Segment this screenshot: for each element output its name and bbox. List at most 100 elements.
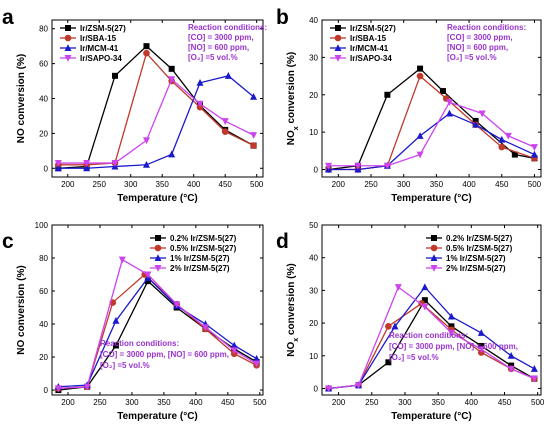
- series-line-2: [58, 273, 257, 390]
- legend-entry: Ir/MCM-41: [80, 44, 119, 53]
- legend-marker: [155, 235, 161, 241]
- y-tick-label: 20: [39, 353, 48, 362]
- y-axis-label: NOx conversion (%): [286, 263, 300, 356]
- x-tick-label: 300: [125, 398, 139, 407]
- x-tick-label: 250: [365, 398, 379, 407]
- legend-entry: Ir/ZSM-5(27): [80, 24, 126, 33]
- x-tick-label: 500: [531, 398, 545, 407]
- data-point: [445, 109, 453, 117]
- data-point: [416, 151, 424, 159]
- data-point: [416, 72, 424, 80]
- y-tick-label: 30: [309, 286, 318, 295]
- legend-marker: [334, 55, 342, 62]
- reaction-conditions-line: [NO] = 600 ppm,: [188, 43, 249, 52]
- legend-entry: Ir/SAPO-34: [350, 54, 392, 63]
- data-point: [478, 110, 486, 118]
- y-tick-label: 20: [39, 129, 48, 138]
- legend-marker: [335, 25, 341, 31]
- x-tick-label: 300: [397, 180, 411, 189]
- panel-letter: c: [2, 230, 14, 253]
- x-tick-label: 200: [61, 398, 75, 407]
- legend-entry: Ir/SBA-15: [80, 34, 117, 43]
- data-point: [250, 132, 258, 139]
- panel-letter: b: [276, 6, 289, 29]
- data-point: [447, 312, 455, 320]
- x-tick-label: 250: [364, 180, 378, 189]
- data-point: [447, 329, 455, 337]
- y-tick-label: 0: [44, 386, 49, 395]
- y-tick-label: 100: [35, 221, 49, 230]
- legend-marker: [430, 254, 438, 261]
- legend-marker: [430, 265, 438, 272]
- data-point: [196, 100, 204, 108]
- y-tick-label: 0: [44, 164, 49, 173]
- x-tick-label: 400: [189, 398, 203, 407]
- x-tick-label: 400: [465, 398, 479, 407]
- series-line-3: [58, 75, 254, 169]
- data-point: [394, 284, 402, 291]
- data-point: [325, 162, 333, 170]
- data-point: [530, 375, 538, 383]
- data-point: [250, 92, 258, 100]
- y-axis-label: NOx conversion (%): [286, 52, 300, 145]
- legend-entry: 2% Ir/ZSM-5(27): [446, 264, 506, 273]
- reaction-conditions-line: [CO] = 3000 ppm, [NO] = 600 ppm,: [100, 350, 229, 359]
- data-point: [385, 359, 392, 366]
- data-point: [355, 382, 362, 389]
- chart-panel-a: a 200 250 300 350 400 450 500 0 20 40 60 80 Temperatu…: [2, 6, 267, 204]
- data-point: [507, 351, 515, 359]
- data-point: [54, 164, 62, 172]
- data-point: [445, 99, 453, 107]
- series-line-4: [328, 286, 535, 390]
- y-tick-label: 0: [314, 384, 319, 393]
- x-tick-label: 200: [332, 180, 346, 189]
- data-point: [111, 160, 119, 167]
- data-point: [144, 278, 151, 285]
- y-tick-label: 40: [39, 95, 48, 104]
- x-tick-label: 450: [498, 398, 512, 407]
- legend-marker: [334, 34, 342, 42]
- data-point: [253, 354, 261, 362]
- legend-entry: 0.2% Ir/ZSM-5(27): [170, 234, 237, 243]
- plot-frame: [321, 19, 542, 178]
- series-line-1: [58, 45, 254, 169]
- y-tick-label: 10: [309, 128, 318, 137]
- data-point: [142, 137, 150, 145]
- legend-marker: [64, 44, 72, 51]
- series-line-1: [328, 67, 535, 171]
- y-tick-label: 80: [39, 25, 48, 34]
- data-point: [384, 91, 391, 98]
- data-point: [83, 164, 91, 172]
- x-tick-label: 350: [157, 398, 171, 407]
- data-point: [201, 324, 209, 332]
- x-axis-label: Temperature (°C): [117, 193, 198, 204]
- data-point: [224, 72, 232, 79]
- series-line-2: [58, 51, 254, 166]
- data-point: [421, 303, 429, 311]
- series-line-4: [58, 78, 254, 164]
- legend-marker: [154, 265, 162, 272]
- plot-frame: [51, 224, 264, 396]
- data-point: [477, 346, 485, 354]
- data-point: [421, 297, 428, 304]
- x-tick-label: 450: [221, 398, 235, 407]
- reaction-conditions-line: [O₂] =5 vol.%: [100, 361, 150, 370]
- reaction-conditions-line: [CO] = 3000 ppm, [NO] = 600 ppm,: [389, 342, 518, 351]
- data-point: [439, 88, 446, 95]
- data-point: [230, 341, 238, 349]
- legend-entry: 0.5% Ir/ZSM-5(27): [446, 244, 513, 253]
- reaction-conditions-line: Reaction conditions:: [389, 331, 468, 340]
- data-point: [478, 342, 485, 349]
- data-point: [54, 160, 62, 167]
- legend-entry: Ir/ZSM-5(27): [350, 24, 396, 33]
- data-point: [530, 150, 538, 158]
- y-tick-label: 40: [39, 320, 48, 329]
- x-tick-label: 500: [250, 180, 264, 189]
- chart-panel-c: c 200 250 300 350 400 450 500 0 20 40 60 80 100 Temper…: [2, 221, 267, 422]
- data-point: [477, 329, 485, 336]
- data-point: [54, 385, 62, 393]
- data-point: [391, 322, 399, 330]
- panel-letter: d: [276, 230, 289, 253]
- x-tick-label: 200: [332, 398, 346, 407]
- x-tick-label: 350: [430, 180, 444, 189]
